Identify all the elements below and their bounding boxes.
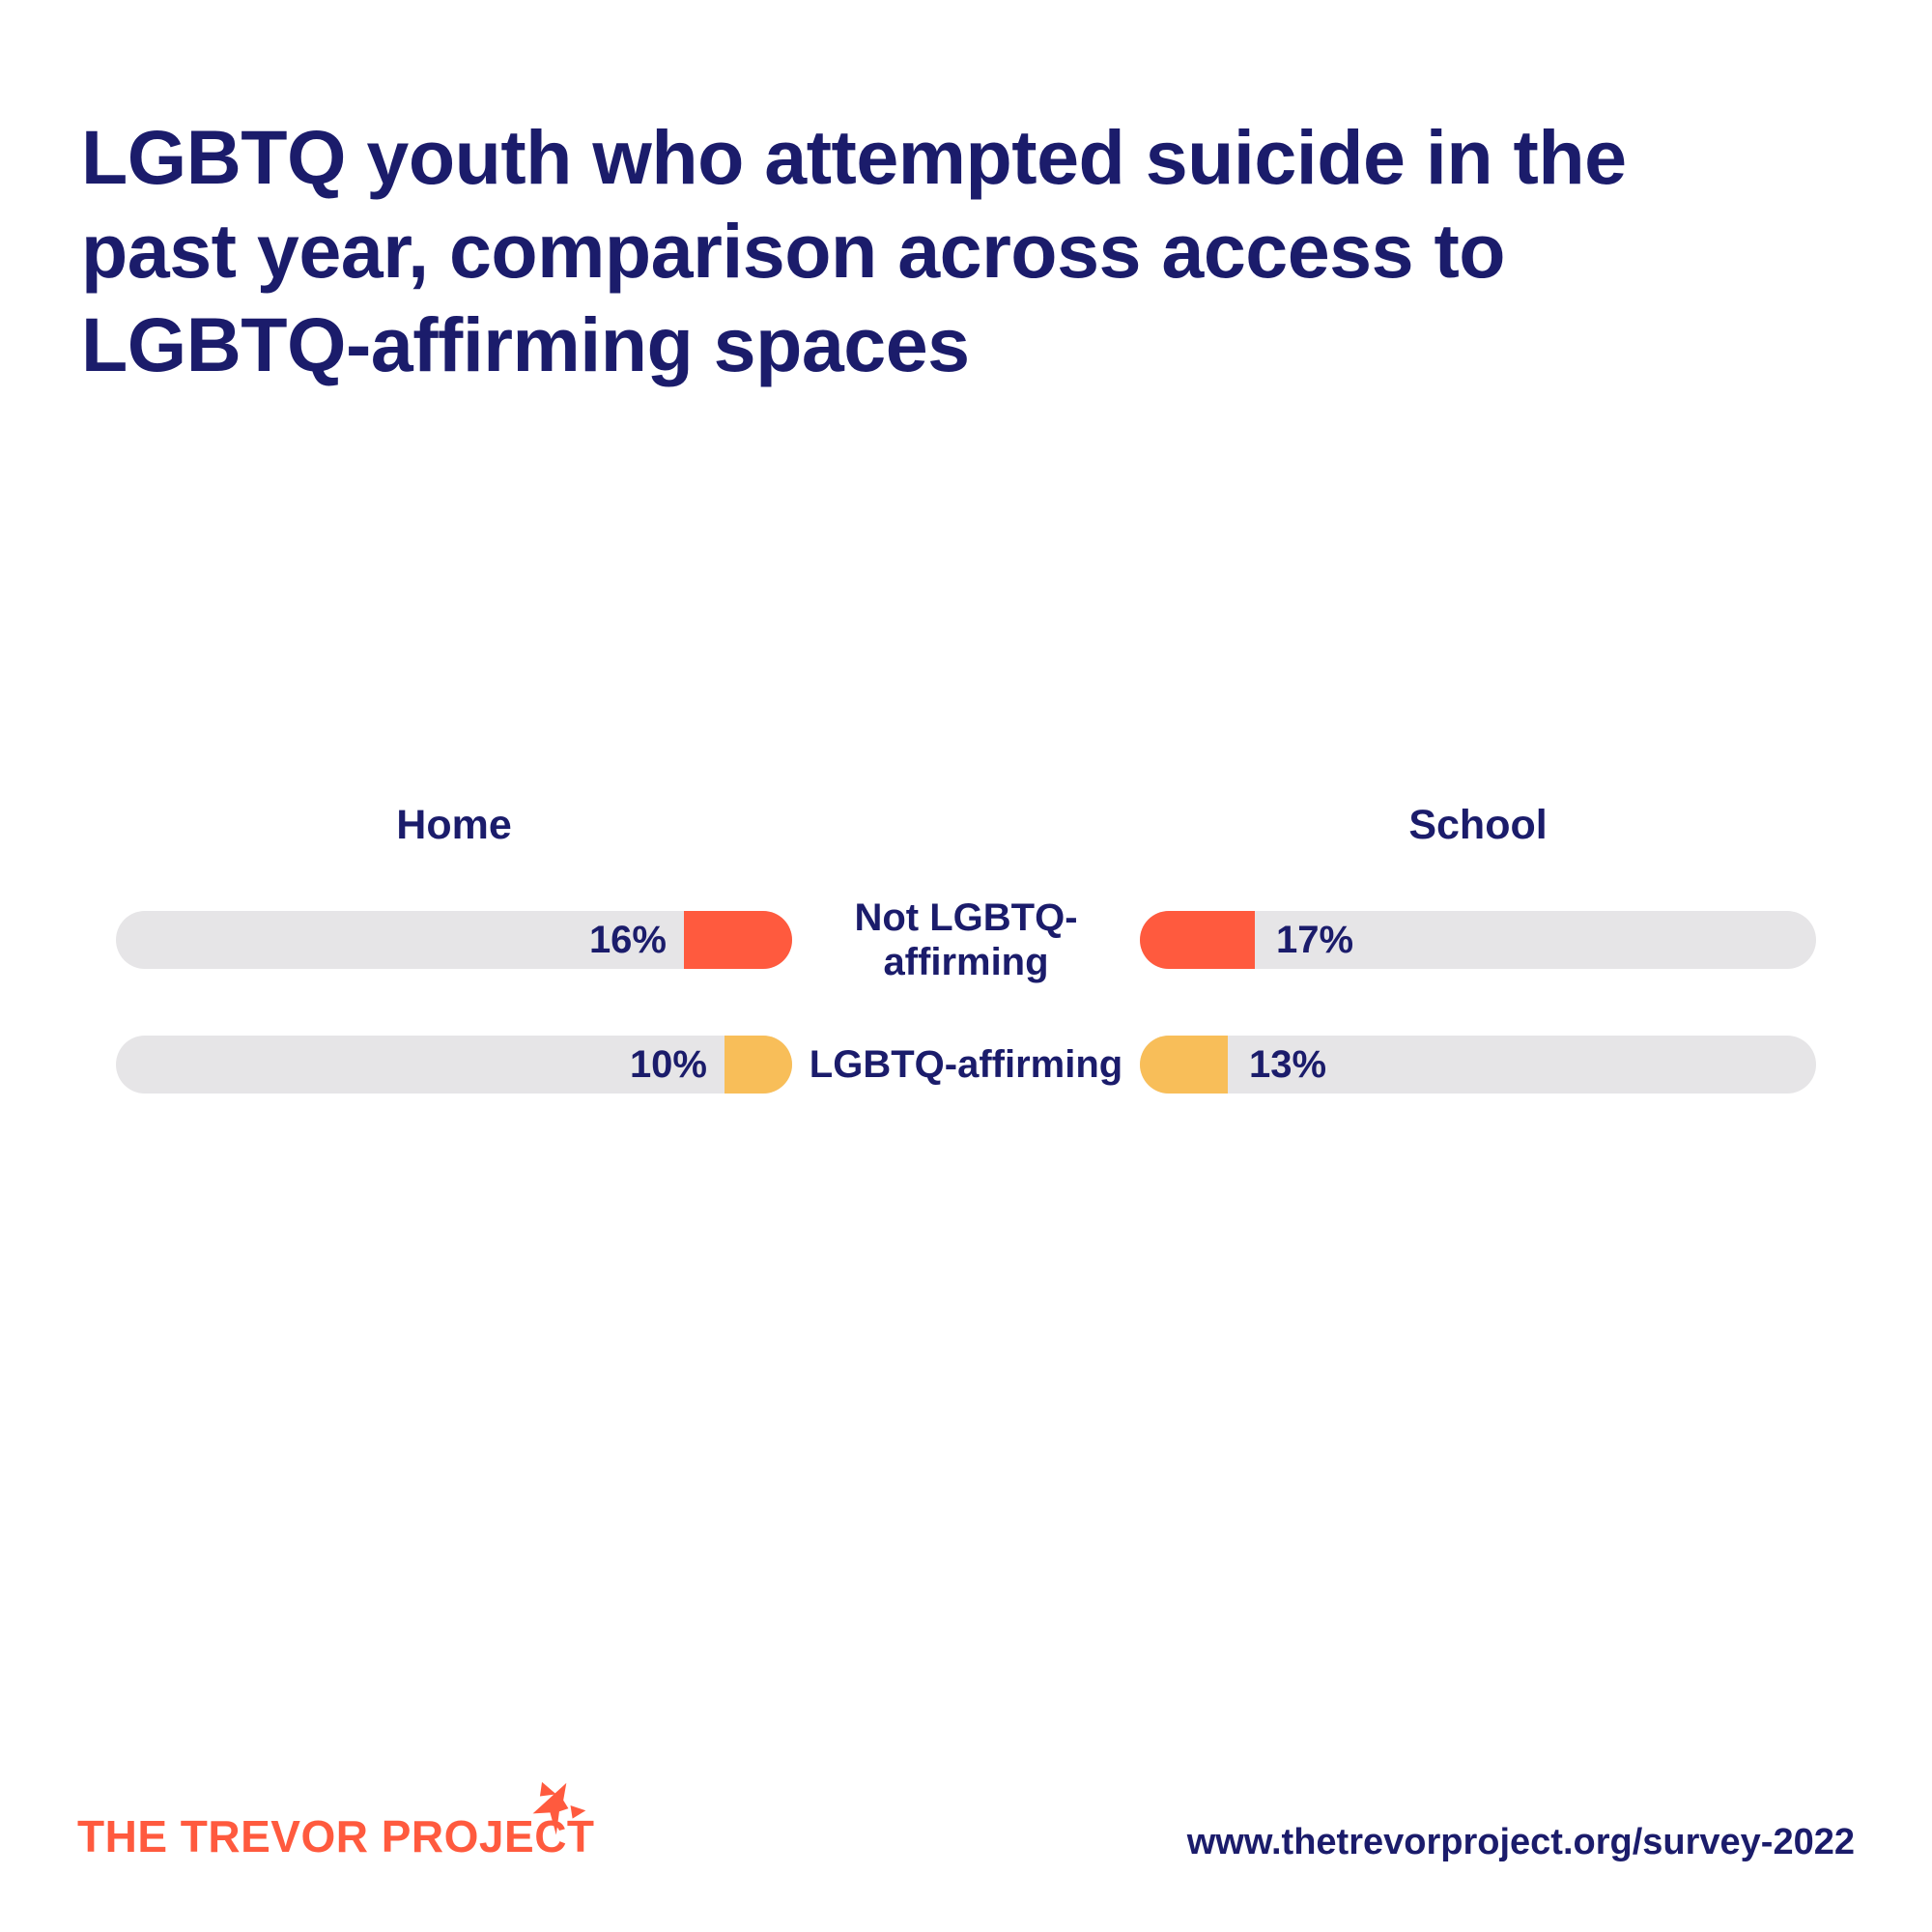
star-icon <box>532 1781 586 1835</box>
column-header-school: School <box>1408 802 1548 848</box>
bar-fill-school-not-affirming <box>1140 911 1255 969</box>
survey-url-link[interactable]: www.thetrevorproject.org/survey-2022 <box>1186 1822 1855 1862</box>
page-title-line-2: past year, comparison across access to <box>81 208 1506 294</box>
page-title-line-1: LGBTQ youth who attempted suicide in the <box>81 114 1627 200</box>
category-label-line-2: affirming <box>883 941 1049 983</box>
bar-track-home-not-affirming: 16% <box>116 911 792 969</box>
page-title: LGBTQ youth who attempted suicide in the… <box>81 110 1723 391</box>
bar-fill-home-not-affirming <box>684 911 792 969</box>
category-label-not-affirming: Not LGBTQ- affirming <box>792 895 1140 984</box>
bar-track-home-affirming: 10% <box>116 1036 792 1094</box>
trevor-project-logo: THE TREVOR PROJECT <box>77 1811 595 1861</box>
value-label-home-affirming: 10% <box>629 1042 707 1086</box>
bar-track-school-not-affirming: 17% <box>1140 911 1816 969</box>
bar-fill-school-affirming <box>1140 1036 1228 1094</box>
bar-row-affirming: 10% LGBTQ-affirming 13% <box>116 1036 1816 1094</box>
value-label-home-not-affirming: 16% <box>588 918 667 961</box>
value-label-school-not-affirming: 17% <box>1276 918 1354 961</box>
page-title-line-3: LGBTQ-affirming spaces <box>81 301 970 387</box>
category-label-line-1: Not LGBTQ- <box>854 896 1078 939</box>
bar-fill-home-affirming <box>724 1036 792 1094</box>
bar-track-school-affirming: 13% <box>1140 1036 1816 1094</box>
category-label-line-1: LGBTQ-affirming <box>809 1043 1123 1086</box>
bar-row-not-affirming: 16% Not LGBTQ- affirming 17% <box>116 896 1816 983</box>
column-header-home: Home <box>396 802 512 848</box>
value-label-school-affirming: 13% <box>1249 1042 1327 1086</box>
category-label-affirming: LGBTQ-affirming <box>792 1042 1140 1087</box>
